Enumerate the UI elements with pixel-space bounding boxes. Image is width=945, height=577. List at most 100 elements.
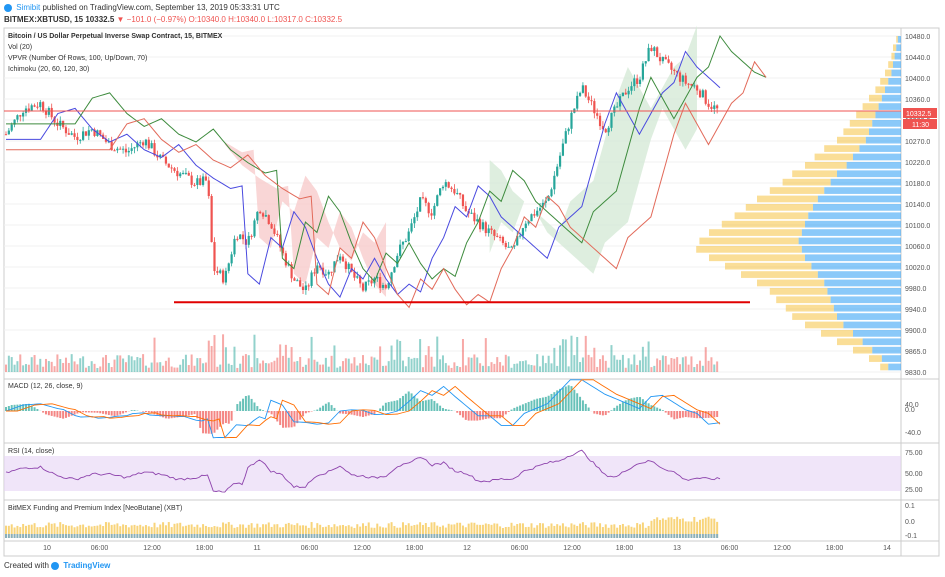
- macd-hist-bar: [401, 395, 404, 411]
- footer: Created with TradingView: [4, 561, 110, 570]
- premium-bar: [610, 534, 613, 538]
- vp-down-bar: [757, 279, 825, 287]
- candle-body: [210, 196, 213, 243]
- volume-bar: [673, 358, 676, 372]
- vp-down-bar: [725, 262, 812, 270]
- time-tick-label: 13: [673, 545, 681, 552]
- vp-up-bar: [885, 86, 901, 94]
- funding-bar: [561, 523, 564, 538]
- premium-bar: [262, 534, 265, 538]
- price-tick-label: 10060.0: [905, 244, 930, 251]
- candle-body: [507, 246, 510, 248]
- macd-hist-bar: [484, 411, 487, 420]
- volume-bar: [242, 355, 245, 372]
- vp-up-bar: [897, 36, 901, 43]
- macd-hist-bar: [673, 411, 676, 420]
- premium-bar: [579, 534, 582, 538]
- macd-hist-bar: [76, 411, 79, 414]
- premium-bar: [276, 534, 279, 538]
- funding-bar: [601, 527, 604, 538]
- brand[interactable]: TradingView: [63, 561, 111, 570]
- premium-bar: [513, 534, 516, 538]
- vp-up-bar: [824, 187, 901, 194]
- macd-hist-bar: [16, 404, 19, 411]
- premium-bar: [324, 534, 327, 538]
- funding-bar: [707, 516, 710, 538]
- funding-bar: [687, 521, 690, 538]
- macd-hist-bar: [253, 402, 256, 411]
- macd-hist-bar: [653, 406, 656, 411]
- premium-bar: [561, 534, 564, 538]
- volume-bar: [90, 361, 93, 372]
- funding-bar: [90, 526, 93, 538]
- funding-bar: [570, 523, 573, 538]
- funding-bar: [607, 527, 610, 538]
- candle-body: [119, 148, 122, 150]
- rsi-line: [5, 449, 721, 493]
- funding-bar: [236, 527, 239, 538]
- funding-bar: [44, 525, 47, 538]
- premium-bar: [541, 534, 544, 538]
- funding-bar: [204, 525, 207, 538]
- candle-body: [473, 212, 476, 222]
- premium-bar: [499, 534, 502, 538]
- funding-bar: [630, 526, 633, 538]
- premium-bar: [176, 534, 179, 538]
- funding-bar: [644, 527, 647, 538]
- macd-hist-bar: [62, 411, 65, 419]
- funding-bar: [410, 525, 413, 538]
- funding-bar: [219, 527, 222, 538]
- volume-bar: [313, 359, 316, 372]
- macd-hist-bar: [36, 409, 39, 411]
- volume-bar: [613, 355, 616, 372]
- price-axis[interactable]: 10480.010440.010400.010360.010320.010270…: [905, 34, 930, 377]
- premium-bar: [319, 534, 322, 538]
- macd-hist-bar: [19, 404, 22, 411]
- candle-body: [281, 247, 285, 254]
- funding-bar: [119, 526, 122, 538]
- vp-down-bar: [805, 162, 847, 169]
- vp-down-bar: [792, 170, 837, 178]
- volume-bar: [499, 362, 502, 372]
- macd-hist-bar: [182, 411, 185, 417]
- volume-bar: [56, 354, 59, 372]
- volume-bar: [561, 339, 564, 372]
- funding-bar: [433, 522, 436, 538]
- price-tick-label: 10440.0: [905, 55, 930, 62]
- premium-bar: [196, 534, 199, 538]
- vp-up-bar: [827, 288, 901, 295]
- premium-bar: [350, 534, 353, 538]
- funding-bar: [421, 524, 424, 538]
- current-price-label: 10332.5: [906, 111, 931, 118]
- premium-bar: [362, 534, 364, 538]
- volume-bar: [501, 365, 504, 372]
- premium-bar: [559, 534, 562, 538]
- volume-bar: [299, 356, 302, 372]
- volume-bar: [584, 335, 587, 372]
- time-axis[interactable]: 10 06:00 12:00 18:00 11 06:00 12:00 18:00 12 06:0…: [43, 545, 891, 552]
- candle-body: [259, 211, 262, 214]
- funding-bar: [19, 527, 22, 538]
- premium-bar: [310, 534, 313, 538]
- macd-hist-bar: [613, 407, 616, 411]
- volume-bar: [79, 358, 82, 372]
- funding-bar: [344, 526, 347, 538]
- volume-bar: [144, 365, 147, 372]
- candle-body: [510, 246, 513, 248]
- macd-hist-bar: [384, 402, 387, 411]
- volume-bar: [679, 364, 682, 372]
- time-tick-label: 06:00: [721, 545, 739, 552]
- funding-bar: [684, 521, 687, 538]
- premium-bar: [696, 534, 699, 538]
- publisher-name[interactable]: Simibit: [16, 3, 41, 12]
- candle-body: [607, 127, 610, 133]
- vp-up-bar: [801, 246, 901, 253]
- macd-hist-bar: [464, 411, 467, 420]
- volume-bar: [153, 337, 156, 372]
- vp-down-bar: [782, 178, 831, 186]
- premium-bar: [481, 534, 484, 538]
- candle-body: [547, 196, 550, 201]
- premium-bar: [124, 534, 127, 538]
- volume-bar: [162, 365, 165, 372]
- chart-canvas[interactable]: 10480.010440.010400.010360.010320.010270…: [0, 0, 945, 560]
